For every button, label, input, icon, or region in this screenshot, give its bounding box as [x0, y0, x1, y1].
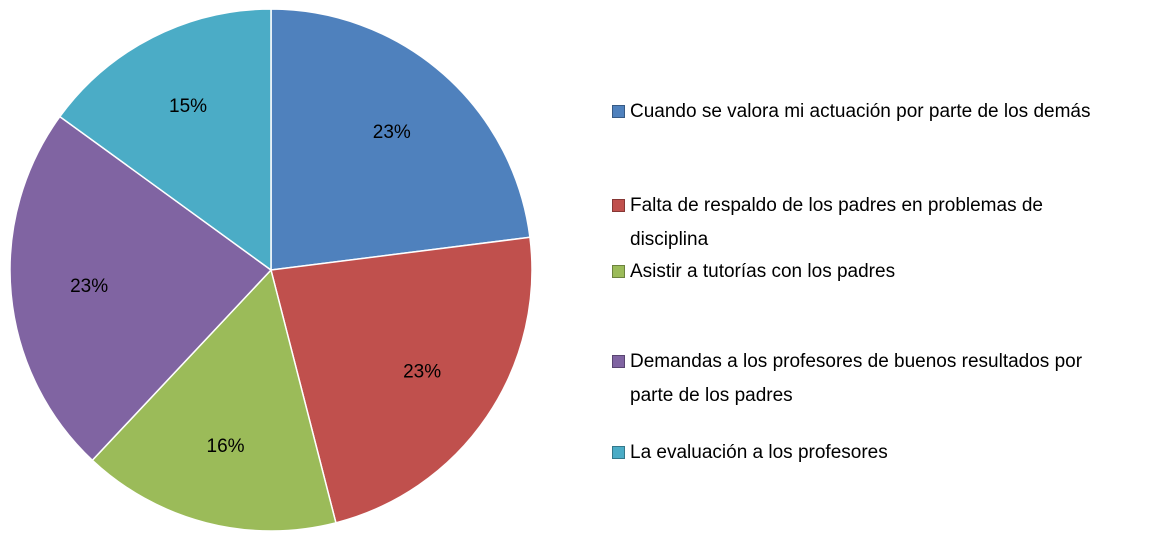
legend-item: Cuando se valora mi actuación por parte … — [612, 95, 1152, 129]
legend-label: Demandas a los profesores de buenos resu… — [630, 351, 1083, 406]
legend-label: Falta de respaldo de los padres en probl… — [630, 195, 1043, 250]
legend-item: Falta de respaldo de los padres en probl… — [612, 189, 1152, 257]
data-label: 23% — [70, 276, 108, 297]
pie-slice — [270, 236, 533, 524]
legend-swatch — [612, 355, 625, 368]
data-label: 16% — [207, 436, 245, 457]
legend-label: Cuando se valora mi actuación por parte … — [630, 101, 1091, 122]
legend-swatch — [612, 105, 625, 118]
legend-item: La evaluación a los profesores — [612, 436, 1152, 470]
legend-swatch — [612, 199, 625, 212]
data-label: 23% — [373, 122, 411, 143]
pie-slice — [9, 115, 273, 462]
pie-slice — [91, 268, 337, 532]
legend-swatch — [612, 446, 625, 459]
legend-item: Asistir a tutorías con los padres — [612, 255, 1152, 289]
data-label: 23% — [403, 362, 441, 383]
legend-label: Asistir a tutorías con los padres — [630, 261, 896, 282]
data-label: 15% — [169, 96, 207, 117]
legend-item: Demandas a los profesores de buenos resu… — [612, 345, 1152, 413]
pie-slice — [58, 8, 272, 272]
pie-slice — [270, 8, 531, 271]
legend-label: La evaluación a los profesores — [630, 442, 888, 463]
legend-swatch — [612, 265, 625, 278]
